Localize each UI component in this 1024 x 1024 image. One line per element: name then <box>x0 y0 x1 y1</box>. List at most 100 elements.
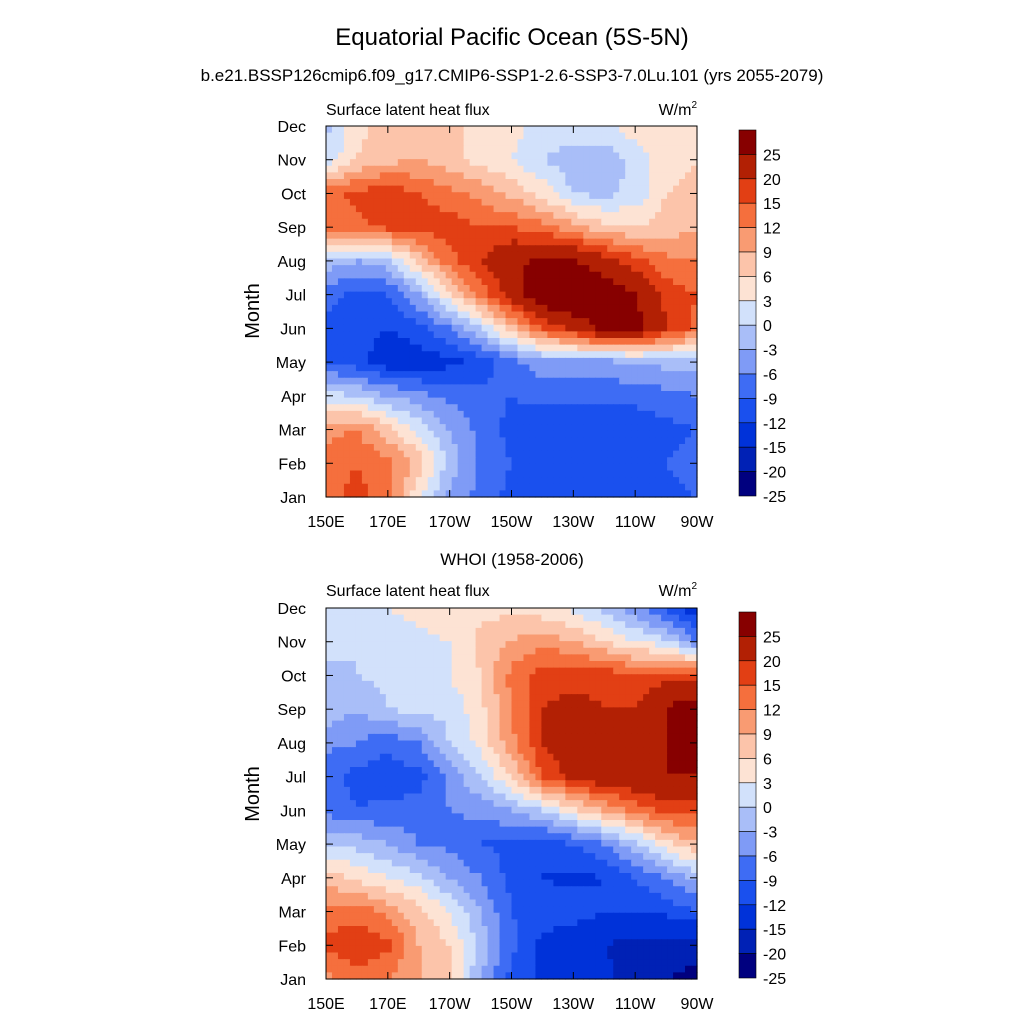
heatmap-cell <box>673 627 680 636</box>
heatmap-cell <box>607 667 614 675</box>
heatmap-cell <box>487 753 495 761</box>
heatmap-cell <box>487 437 495 445</box>
heatmap-cell <box>433 304 441 313</box>
heatmap-cell <box>326 424 333 432</box>
heatmap-cell <box>439 463 447 472</box>
heatmap-cell <box>505 424 513 432</box>
heatmap-cell <box>595 397 602 405</box>
heatmap-cell <box>607 357 614 366</box>
heatmap-cell <box>571 192 578 200</box>
heatmap-cell <box>559 311 566 319</box>
heatmap-cell <box>397 311 405 319</box>
heatmap-cell <box>517 152 525 160</box>
heatmap-cell <box>343 477 351 485</box>
heatmap-cell <box>475 410 483 419</box>
heatmap-cell <box>601 450 608 458</box>
heatmap-cell <box>343 271 351 279</box>
heatmap-cell <box>601 218 608 226</box>
heatmap-cell <box>421 680 429 689</box>
heatmap-cell <box>625 477 632 485</box>
heatmap-cell <box>445 444 453 452</box>
heatmap-cell <box>643 714 650 722</box>
heatmap-cell <box>337 694 345 702</box>
heatmap-cell <box>649 251 656 260</box>
heatmap-cell <box>655 145 662 154</box>
heatmap-cell <box>553 647 560 655</box>
heatmap-cell <box>469 218 477 226</box>
heatmap-cell <box>577 278 584 286</box>
heatmap-cell <box>409 384 417 392</box>
heatmap-cell <box>691 627 698 636</box>
heatmap-cell <box>463 680 471 689</box>
heatmap-cell <box>679 437 686 445</box>
heatmap-cell <box>343 304 351 313</box>
heatmap-cell <box>643 674 650 682</box>
heatmap-cell <box>601 318 608 326</box>
heatmap-cell <box>517 271 525 279</box>
heatmap-cell <box>391 720 399 728</box>
heatmap-cell <box>331 265 339 273</box>
heatmap-cell <box>691 397 698 405</box>
heatmap-cell <box>331 364 339 372</box>
heatmap-cell <box>505 377 513 385</box>
heatmap-cell <box>535 192 543 200</box>
heatmap-cell <box>367 212 375 220</box>
heatmap-cell <box>439 404 447 412</box>
heatmap-cell <box>583 318 590 326</box>
heatmap-cell <box>649 245 656 253</box>
heatmap-cell <box>517 634 525 642</box>
heatmap-cell <box>637 733 644 742</box>
heatmap-cell <box>625 424 632 432</box>
heatmap-cell <box>607 351 614 359</box>
heatmap-cell <box>367 694 375 702</box>
heatmap-cell <box>343 694 351 702</box>
heatmap-cell <box>649 608 656 616</box>
heatmap-cell <box>373 364 381 372</box>
heatmap-cell <box>553 192 560 200</box>
heatmap-cell <box>463 621 471 629</box>
heatmap-cell <box>607 437 614 445</box>
heatmap-cell <box>541 145 548 154</box>
heatmap-cell <box>511 278 519 286</box>
heatmap-cell <box>457 324 465 332</box>
heatmap-cell <box>649 404 656 412</box>
heatmap-cell <box>649 430 656 438</box>
heatmap-cell <box>475 714 483 722</box>
heatmap-cell <box>427 126 435 134</box>
heatmap-cell <box>631 238 638 246</box>
heatmap-cell <box>445 490 453 498</box>
heatmap-cell <box>589 165 596 173</box>
heatmap-cell <box>601 714 608 722</box>
heatmap-cell <box>493 258 501 266</box>
heatmap-cell <box>607 417 614 425</box>
heatmap-cell <box>326 614 333 622</box>
heatmap-cell <box>367 667 375 675</box>
heatmap-cell <box>445 258 453 266</box>
heatmap-cell <box>673 126 680 134</box>
heatmap-cell <box>367 444 375 452</box>
heatmap-cell <box>547 417 554 425</box>
heatmap-cell <box>385 700 393 708</box>
heatmap-cell <box>361 614 369 622</box>
heatmap-cell <box>631 271 638 279</box>
heatmap-cell <box>631 145 638 154</box>
heatmap-cell <box>529 351 537 359</box>
heatmap-cell <box>583 661 590 669</box>
heatmap-cell <box>343 179 351 187</box>
heatmap-cell <box>637 490 644 498</box>
heatmap-cell <box>326 364 333 372</box>
heatmap-cell <box>559 377 566 385</box>
heatmap-cell <box>613 700 620 708</box>
colorbar-label: -6 <box>763 367 777 384</box>
heatmap-cell <box>469 152 477 160</box>
heatmap-cell <box>583 483 590 491</box>
heatmap-cell <box>685 232 692 240</box>
heatmap-cell <box>415 357 423 366</box>
heatmap-cell <box>673 278 680 286</box>
heatmap-cell <box>547 654 554 662</box>
heatmap-cell <box>385 463 393 472</box>
heatmap-cell <box>535 694 543 702</box>
heatmap-cell <box>427 490 435 498</box>
heatmap-cell <box>421 324 429 332</box>
heatmap-cell <box>655 245 662 253</box>
